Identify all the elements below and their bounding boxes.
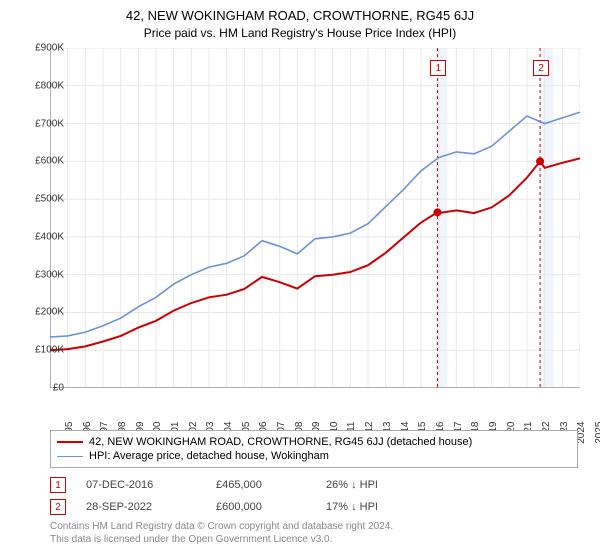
chart-area <box>50 48 580 388</box>
sale-price: £600,000 <box>216 501 306 513</box>
legend-swatch <box>57 456 83 457</box>
sales-table: 1 07-DEC-2016 £465,000 26% ↓ HPI 2 28-SEP-202… <box>50 474 578 518</box>
y-tick-label: £100K <box>24 345 64 356</box>
y-tick-label: £500K <box>24 194 64 205</box>
y-tick-label: £200K <box>24 307 64 318</box>
sale-row-marker: 1 <box>50 477 66 493</box>
sale-date: 07-DEC-2016 <box>86 479 196 491</box>
chart-subtitle: Price paid vs. HM Land Registry's House … <box>0 23 600 40</box>
attribution-footer: Contains HM Land Registry data © Crown c… <box>50 520 578 546</box>
sale-price: £465,000 <box>216 479 306 491</box>
legend-swatch <box>57 441 83 443</box>
legend-label: HPI: Average price, detached house, Woki… <box>89 450 329 462</box>
x-tick-label: 2025 <box>594 422 600 444</box>
chart-title: 42, NEW WOKINGHAM ROAD, CROWTHORNE, RG45… <box>0 0 600 23</box>
footer-line-1: Contains HM Land Registry data © Crown c… <box>50 520 578 533</box>
sale-event-marker: 1 <box>430 60 446 76</box>
sale-hpi-diff: 17% ↓ HPI <box>326 501 416 513</box>
legend-label: 42, NEW WOKINGHAM ROAD, CROWTHORNE, RG45… <box>89 436 472 448</box>
y-tick-label: £800K <box>24 80 64 91</box>
legend-row: 42, NEW WOKINGHAM ROAD, CROWTHORNE, RG45… <box>57 435 571 449</box>
sale-date: 28-SEP-2022 <box>86 501 196 513</box>
y-tick-label: £600K <box>24 156 64 167</box>
sale-row-marker: 2 <box>50 499 66 515</box>
sale-event-marker: 2 <box>533 60 549 76</box>
y-tick-label: £900K <box>24 43 64 54</box>
legend: 42, NEW WOKINGHAM ROAD, CROWTHORNE, RG45… <box>50 430 578 468</box>
y-tick-label: £300K <box>24 269 64 280</box>
legend-row: HPI: Average price, detached house, Woki… <box>57 449 571 463</box>
y-tick-label: £0 <box>24 383 64 394</box>
sale-row: 2 28-SEP-2022 £600,000 17% ↓ HPI <box>50 496 578 518</box>
chart-container: 42, NEW WOKINGHAM ROAD, CROWTHORNE, RG45… <box>0 0 600 560</box>
y-tick-label: £400K <box>24 231 64 242</box>
y-tick-label: £700K <box>24 118 64 129</box>
footer-line-2: This data is licensed under the Open Gov… <box>50 533 578 546</box>
sale-row: 1 07-DEC-2016 £465,000 26% ↓ HPI <box>50 474 578 496</box>
sale-hpi-diff: 26% ↓ HPI <box>326 479 416 491</box>
chart-svg <box>50 48 580 388</box>
